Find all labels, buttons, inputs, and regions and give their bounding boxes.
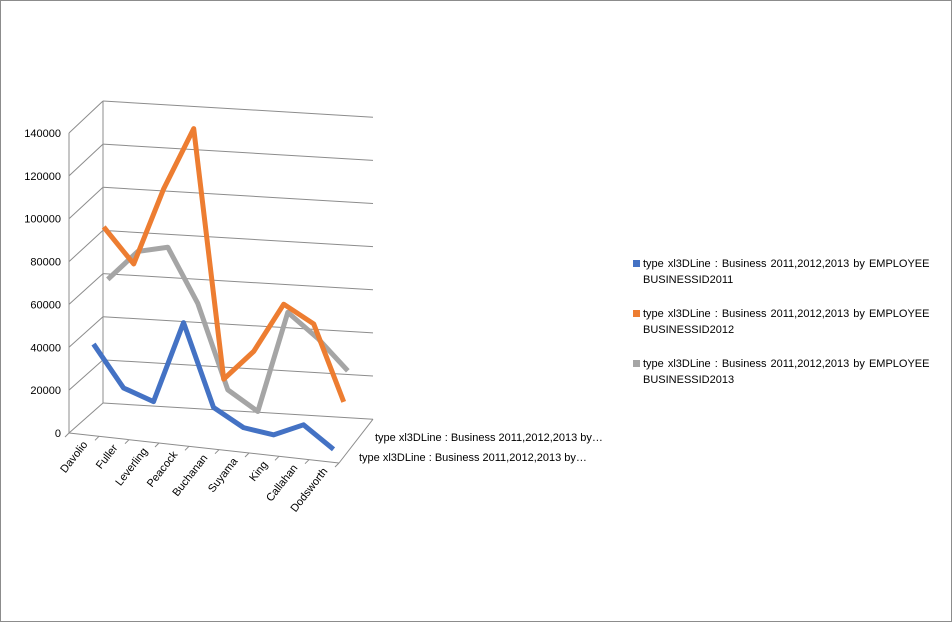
back-gridline <box>103 317 373 333</box>
legend-item-2013[interactable]: type xl3DLine : Business 2011,2012,2013 … <box>633 356 945 388</box>
back-gridline <box>103 187 373 203</box>
legend-label-2013: type xl3DLine : Business 2011,2012,2013 … <box>643 356 945 388</box>
back-gridline <box>103 274 373 290</box>
y-tick-label: 80000 <box>30 257 61 269</box>
x-tick-label: Fuller <box>94 442 121 471</box>
side-gridline <box>69 187 103 218</box>
legend-swatch-2013 <box>633 360 640 367</box>
legend-label-2012: type xl3DLine : Business 2011,2012,2013 … <box>643 306 945 338</box>
x-tick <box>185 446 189 450</box>
x-tick <box>335 463 339 467</box>
x-tick <box>305 460 309 464</box>
legend-label-2011: type xl3DLine : Business 2011,2012,2013 … <box>643 256 945 288</box>
side-gridline <box>69 317 103 348</box>
side-gridline <box>69 144 103 176</box>
legend: type xl3DLine : Business 2011,2012,2013 … <box>633 256 945 406</box>
side-gridline <box>69 101 103 133</box>
y-tick-label: 20000 <box>30 385 61 397</box>
x-tick-label: King <box>247 459 270 484</box>
side-gridline <box>69 403 103 433</box>
x-tick <box>125 440 129 444</box>
x-tick <box>65 433 69 437</box>
x-tick <box>95 436 99 440</box>
x-tick-label: Peacock <box>145 449 181 490</box>
y-tick-label: 120000 <box>24 171 61 183</box>
x-tick-label: Davolio <box>58 439 90 475</box>
legend-swatch-2012 <box>633 310 640 317</box>
side-gridline <box>69 360 103 390</box>
back-gridline <box>103 101 373 117</box>
side-gridline <box>69 230 103 261</box>
back-gridline <box>103 144 373 160</box>
y-tick-label: 60000 <box>30 299 61 311</box>
legend-item-2012[interactable]: type xl3DLine : Business 2011,2012,2013 … <box>633 306 945 338</box>
depth-label: type xl3DLine : Business 2011,2012,2013 … <box>375 432 603 444</box>
y-tick-label: 40000 <box>30 342 61 354</box>
side-gridline <box>69 274 103 305</box>
x-tick <box>275 456 279 460</box>
y-tick-label: 140000 <box>24 128 61 140</box>
series-line <box>104 129 344 402</box>
depth-label: type xl3DLine : Business 2011,2012,2013 … <box>359 452 587 464</box>
legend-swatch-2011 <box>633 260 640 267</box>
x-tick <box>215 450 219 454</box>
x-tick <box>155 443 159 447</box>
x-tick <box>245 453 249 457</box>
back-gridline <box>103 403 373 419</box>
y-tick-label: 100000 <box>24 214 61 226</box>
x-tick-label: Suyama <box>206 455 241 495</box>
legend-item-2011[interactable]: type xl3DLine : Business 2011,2012,2013 … <box>633 256 945 288</box>
y-tick-label: 0 <box>55 428 61 440</box>
